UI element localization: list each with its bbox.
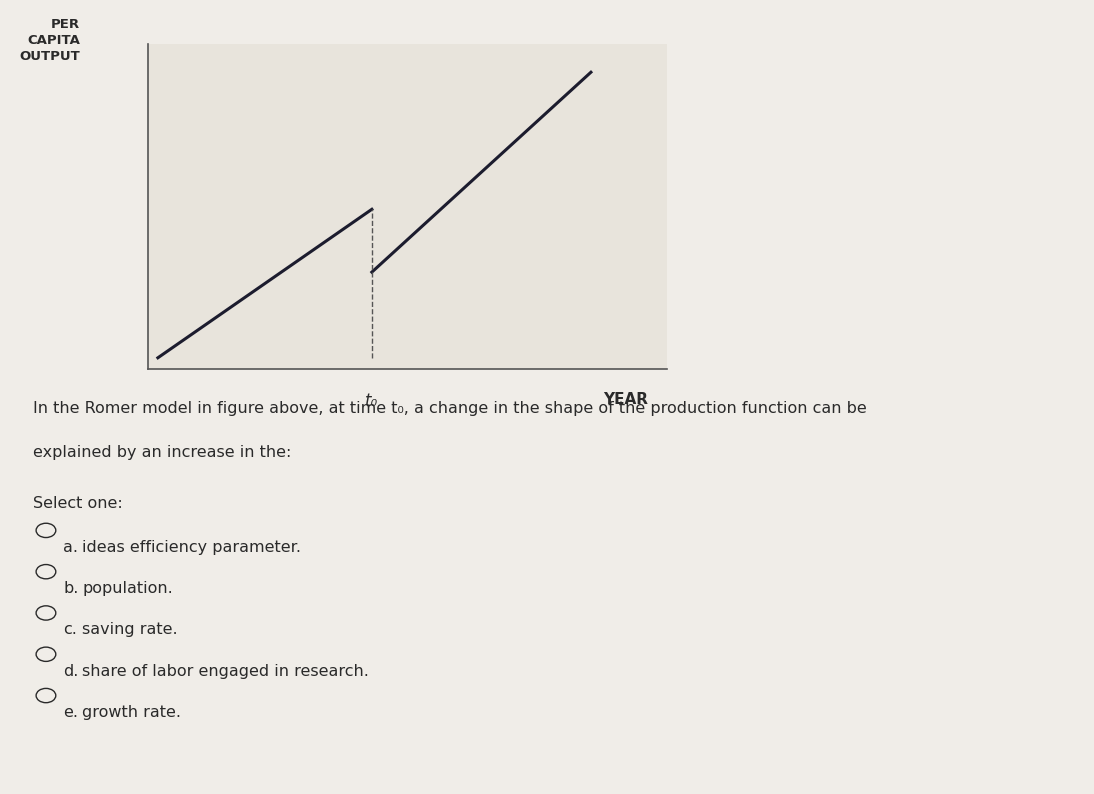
Text: c.: c. bbox=[63, 622, 78, 638]
Text: e.: e. bbox=[63, 705, 79, 720]
Text: a.: a. bbox=[63, 540, 79, 555]
Text: explained by an increase in the:: explained by an increase in the: bbox=[33, 445, 291, 460]
Text: In the Romer model in figure above, at time t₀, a change in the shape of the pro: In the Romer model in figure above, at t… bbox=[33, 401, 866, 416]
Text: YEAR: YEAR bbox=[603, 392, 649, 407]
Text: population.: population. bbox=[82, 581, 173, 596]
Text: b.: b. bbox=[63, 581, 79, 596]
Text: ideas efficiency parameter.: ideas efficiency parameter. bbox=[82, 540, 301, 555]
Text: growth rate.: growth rate. bbox=[82, 705, 181, 720]
Text: saving rate.: saving rate. bbox=[82, 622, 177, 638]
Text: d.: d. bbox=[63, 664, 79, 679]
Text: Select one:: Select one: bbox=[33, 496, 123, 511]
Text: share of labor engaged in research.: share of labor engaged in research. bbox=[82, 664, 369, 679]
Text: PER
CAPITA
OUTPUT: PER CAPITA OUTPUT bbox=[20, 17, 80, 63]
Text: t₀: t₀ bbox=[365, 392, 379, 410]
